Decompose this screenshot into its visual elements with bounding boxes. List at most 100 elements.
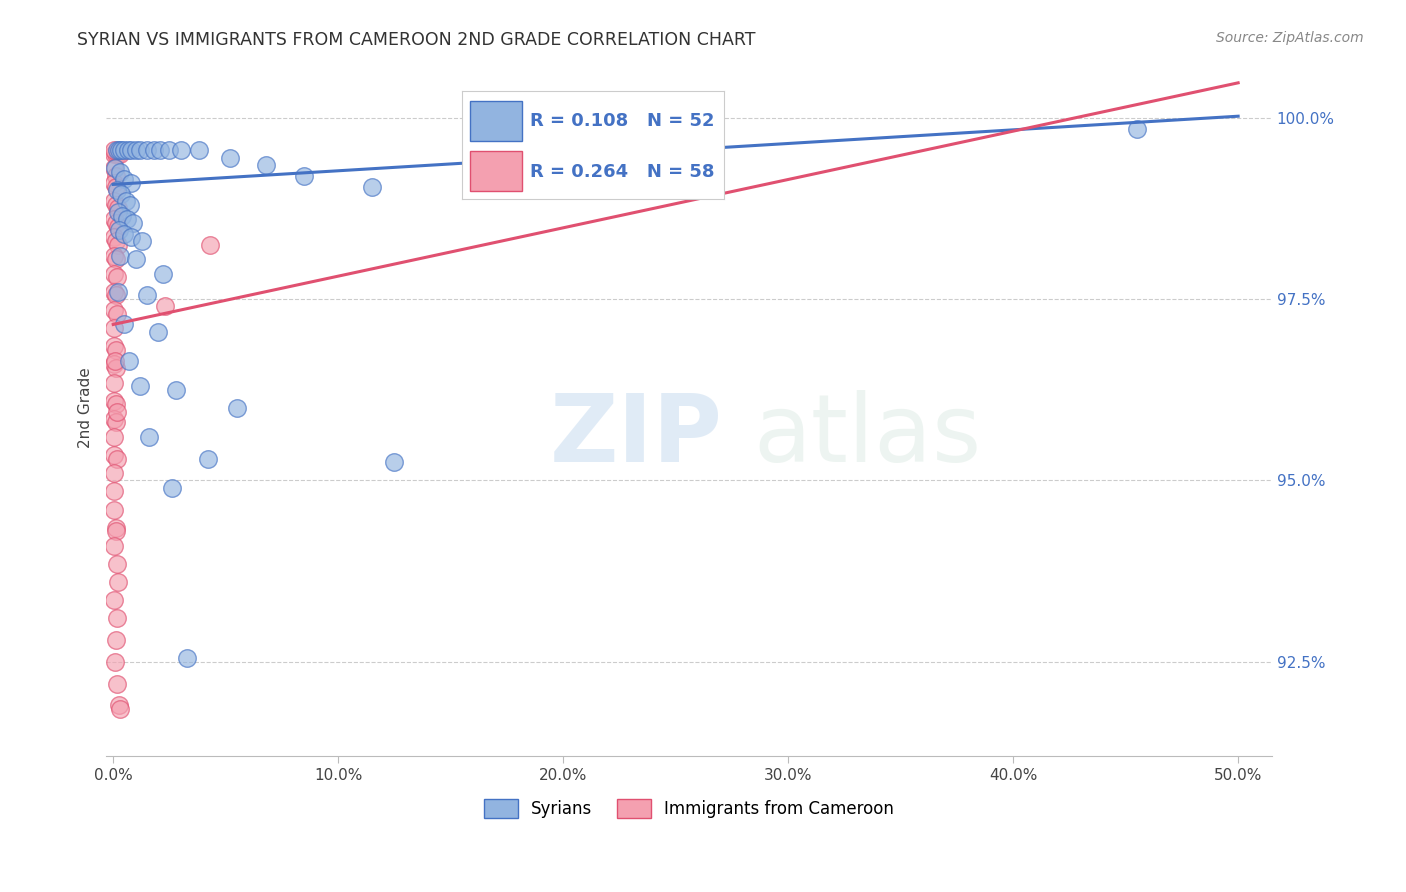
Point xyxy=(105,451,128,466)
Point xyxy=(103,593,125,607)
Point xyxy=(103,267,125,281)
Point xyxy=(159,144,181,158)
Point xyxy=(104,397,127,411)
Point xyxy=(120,230,142,244)
Point xyxy=(114,194,136,208)
Point xyxy=(111,209,134,223)
Point xyxy=(114,227,136,241)
Text: SYRIAN VS IMMIGRANTS FROM CAMEROON 2ND GRADE CORRELATION CHART: SYRIAN VS IMMIGRANTS FROM CAMEROON 2ND G… xyxy=(77,31,756,49)
Point xyxy=(107,219,129,234)
Point xyxy=(104,361,127,376)
Point xyxy=(107,147,129,161)
Point xyxy=(103,484,125,499)
Point xyxy=(361,179,384,194)
Point xyxy=(103,161,125,176)
Point xyxy=(117,144,139,158)
Point xyxy=(103,448,125,462)
Point xyxy=(104,655,127,669)
Point xyxy=(176,651,198,665)
Point xyxy=(187,144,209,158)
Point xyxy=(104,524,127,539)
Point xyxy=(105,307,128,321)
Point xyxy=(131,234,153,248)
Point xyxy=(104,521,127,535)
Point xyxy=(103,321,125,335)
Point xyxy=(136,288,159,302)
Point xyxy=(104,343,127,357)
Point xyxy=(103,502,125,516)
Point xyxy=(254,158,277,172)
Point xyxy=(103,430,125,444)
Y-axis label: 2nd Grade: 2nd Grade xyxy=(79,368,93,449)
Point xyxy=(103,147,125,161)
Point xyxy=(104,161,127,176)
Point xyxy=(105,270,128,285)
Point xyxy=(115,212,138,227)
Point xyxy=(104,633,127,648)
Point xyxy=(125,252,148,267)
Text: ZIP: ZIP xyxy=(550,390,723,482)
Point xyxy=(105,404,128,418)
Point xyxy=(103,539,125,553)
Text: atlas: atlas xyxy=(754,390,981,482)
Point xyxy=(108,165,131,179)
Point xyxy=(219,151,242,165)
Point xyxy=(103,339,125,353)
Point xyxy=(153,299,176,313)
Point xyxy=(108,248,131,262)
Point xyxy=(104,169,127,183)
Point xyxy=(122,216,145,230)
Point xyxy=(110,186,132,201)
Point xyxy=(103,358,125,372)
Point xyxy=(110,144,132,158)
Point xyxy=(107,202,129,216)
Point xyxy=(103,302,125,317)
Point xyxy=(105,611,128,625)
Point xyxy=(103,194,125,208)
Point xyxy=(103,467,125,481)
Point xyxy=(107,575,129,590)
Point xyxy=(1126,121,1149,136)
Point xyxy=(120,144,142,158)
Point xyxy=(114,318,136,332)
Point xyxy=(108,147,131,161)
Point xyxy=(105,676,128,690)
Point xyxy=(118,353,141,368)
Point xyxy=(104,416,127,430)
Point xyxy=(105,144,128,158)
Point xyxy=(136,144,159,158)
Point xyxy=(103,285,125,299)
Point xyxy=(149,144,172,158)
Point xyxy=(103,176,125,190)
Point xyxy=(125,144,148,158)
Point xyxy=(104,353,127,368)
Point xyxy=(103,230,125,244)
Point xyxy=(142,144,165,158)
Point xyxy=(103,144,125,158)
Point xyxy=(104,179,127,194)
Point xyxy=(148,325,170,339)
Point xyxy=(384,455,406,469)
Point xyxy=(120,176,142,190)
Point xyxy=(103,376,125,390)
Point xyxy=(103,412,125,426)
Point xyxy=(129,379,152,393)
Point xyxy=(103,393,125,408)
Point xyxy=(104,234,127,248)
Point xyxy=(108,698,131,713)
Point xyxy=(108,223,131,237)
Point xyxy=(114,144,136,158)
Point xyxy=(107,237,129,252)
Point xyxy=(474,183,496,197)
Point xyxy=(108,144,131,158)
Point xyxy=(152,267,174,281)
Point xyxy=(129,144,152,158)
Point xyxy=(104,252,127,267)
Point xyxy=(104,147,127,161)
Point xyxy=(104,216,127,230)
Point xyxy=(197,451,219,466)
Point xyxy=(104,288,127,302)
Point xyxy=(103,212,125,227)
Point xyxy=(294,169,316,183)
Point xyxy=(198,237,221,252)
